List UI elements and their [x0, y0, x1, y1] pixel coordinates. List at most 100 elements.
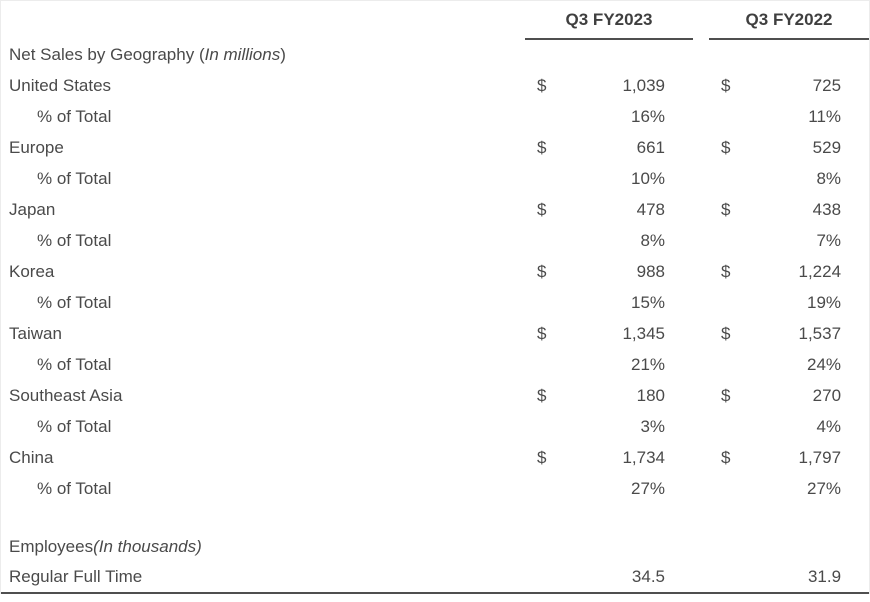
currency-symbol: $: [537, 323, 547, 343]
value-fy2022: 725: [812, 75, 842, 95]
row-label: Regular Full Time: [9, 567, 143, 586]
row-label: Taiwan: [9, 323, 62, 343]
currency-symbol: [525, 562, 565, 593]
column-gap: [693, 287, 709, 318]
table-row: % of Total 8% 7%: [1, 225, 869, 256]
currency-symbol: $: [537, 75, 547, 95]
column-gap: [693, 349, 709, 380]
currency-symbol: $: [537, 199, 547, 219]
table-row: Taiwan $1,345 $1,537: [1, 318, 869, 349]
value-fy2023: 180: [636, 385, 666, 405]
value-fy2022: 24%: [807, 354, 842, 374]
column-gap: [693, 225, 709, 256]
column-gap: [693, 318, 709, 349]
table-row: % of Total 27% 27%: [1, 473, 869, 504]
currency-symbol: [709, 473, 749, 504]
currency-symbol: [525, 411, 565, 442]
value-fy2023: 34.5: [631, 567, 666, 586]
currency-symbol: $: [537, 261, 547, 281]
value-fy2022: 27%: [807, 478, 842, 498]
row-label: Japan: [9, 199, 56, 219]
row-label: China: [9, 447, 54, 467]
currency-symbol: $: [537, 385, 547, 405]
value-fy2022: 529: [812, 137, 842, 157]
currency-symbol: [525, 349, 565, 380]
value-fy2023: 21%: [630, 354, 666, 374]
column-gap: [693, 562, 709, 593]
table-row: % of Total 21% 24%: [1, 349, 869, 380]
value-fy2023: 661: [636, 137, 666, 157]
value-fy2023: 3%: [640, 416, 666, 436]
table-row: Korea $988 $1,224: [1, 256, 869, 287]
row-label: Europe: [9, 137, 64, 157]
row-label: United States: [9, 75, 112, 95]
value-fy2022: 1,537: [798, 323, 842, 343]
currency-symbol: [525, 101, 565, 132]
value-fy2023: 8%: [640, 230, 666, 250]
currency-symbol: $: [721, 75, 731, 95]
currency-symbol: [709, 562, 749, 593]
value-fy2023: 1,039: [622, 75, 666, 95]
value-fy2022: 270: [812, 385, 842, 405]
currency-symbol: [709, 411, 749, 442]
column-gap: [693, 411, 709, 442]
value-fy2023: 16%: [630, 106, 666, 126]
column-gap: [693, 256, 709, 287]
header-gap: [693, 1, 709, 39]
currency-symbol: [525, 473, 565, 504]
column-gap: [693, 380, 709, 411]
value-fy2023: 478: [636, 199, 666, 219]
value-fy2023: 15%: [630, 292, 666, 312]
row-label: Korea: [9, 261, 55, 281]
column-header-q3-fy2022: Q3 FY2022: [709, 1, 869, 40]
table-row: Europe $661 $529: [1, 132, 869, 163]
currency-symbol: [709, 163, 749, 194]
currency-symbol: $: [721, 323, 731, 343]
value-fy2022: 1,797: [798, 447, 842, 467]
column-gap: [693, 132, 709, 163]
currency-symbol: $: [721, 199, 731, 219]
value-fy2022: 8%: [816, 168, 842, 188]
currency-symbol: $: [721, 261, 731, 281]
table-row: % of Total 3% 4%: [1, 411, 869, 442]
currency-symbol: [709, 101, 749, 132]
value-fy2022: 19%: [807, 292, 842, 312]
section-row: Net Sales by Geography (In millions): [1, 39, 869, 70]
table-row: % of Total 10% 8%: [1, 163, 869, 194]
row-label: % of Total: [37, 230, 112, 250]
currency-symbol: [709, 349, 749, 380]
currency-symbol: $: [721, 447, 731, 467]
header-label-spacer: [1, 1, 525, 39]
value-fy2022: 31.9: [807, 567, 842, 586]
currency-symbol: $: [721, 137, 731, 157]
table-row: United States $1,039 $725: [1, 70, 869, 101]
value-fy2022: 1,224: [798, 261, 842, 281]
currency-symbol: [709, 225, 749, 256]
row-label: % of Total: [37, 106, 112, 126]
currency-symbol: $: [537, 137, 547, 157]
value-fy2023: 1,734: [622, 447, 666, 467]
row-label: % of Total: [37, 354, 112, 374]
section-title: Employees(In thousands): [9, 536, 202, 556]
table-body: Net Sales by Geography (In millions) Unit…: [1, 39, 869, 593]
header-row: Q3 FY2023 Q3 FY2022: [1, 1, 869, 40]
section-row: Employees(In thousands): [1, 531, 869, 562]
column-gap: [693, 101, 709, 132]
table-row: % of Total 15% 19%: [1, 287, 869, 318]
table-row: Regular Full Time 34.5 31.9: [1, 562, 869, 593]
column-gap: [693, 70, 709, 101]
column-gap: [693, 163, 709, 194]
row-label: Southeast Asia: [9, 385, 123, 405]
value-fy2023: 1,345: [622, 323, 666, 343]
currency-symbol: [525, 163, 565, 194]
table-row: Southeast Asia $180 $270: [1, 380, 869, 411]
column-gap: [693, 473, 709, 504]
row-label: % of Total: [37, 292, 112, 312]
row-label: % of Total: [37, 416, 112, 436]
row-label: % of Total: [37, 478, 112, 498]
value-fy2023: 10%: [630, 168, 666, 188]
value-fy2023: 27%: [630, 478, 666, 498]
value-fy2022: 4%: [816, 416, 842, 436]
